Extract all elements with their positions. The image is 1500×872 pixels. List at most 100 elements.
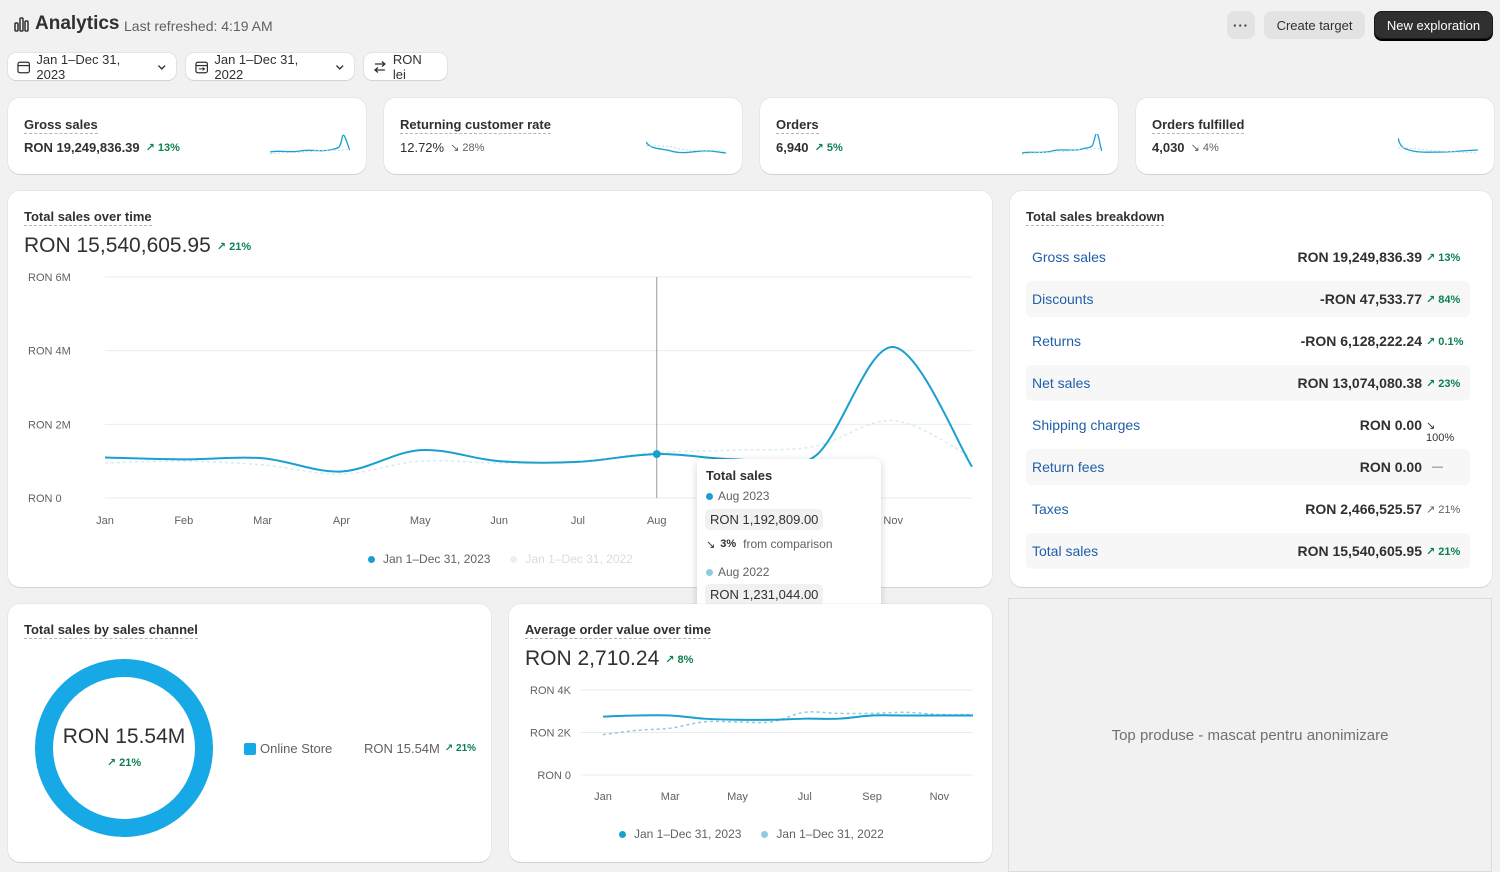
kpi-title: Returning customer rate	[400, 117, 551, 134]
y-tick-label: RON 2K	[530, 728, 572, 740]
legend-dot	[368, 556, 375, 563]
sales-by-channel-card: Total sales by sales channel RON 15.54M …	[8, 604, 491, 862]
breakdown-row[interactable]: Return fees RON 0.00 —	[1026, 449, 1470, 485]
tooltip-comparison-change: 3%	[720, 538, 737, 550]
breakdown-label[interactable]: Discounts	[1032, 291, 1094, 307]
series-line-primary	[104, 345, 973, 473]
change-value: 21%	[119, 757, 142, 769]
kpi-change-down: ↘ 4%	[1190, 142, 1219, 154]
hover-point[interactable]	[652, 450, 661, 459]
y-tick-label: RON 2M	[28, 419, 71, 431]
app-title: Analytics	[14, 13, 119, 35]
breakdown-row[interactable]: Shipping charges RON 0.00 ↘ 100%	[1026, 407, 1470, 444]
donut-center-value: RON 15.54M	[62, 725, 186, 748]
breakdown-label[interactable]: Total sales	[1032, 543, 1099, 559]
breakdown-label[interactable]: Gross sales	[1032, 249, 1106, 265]
chevron-down-icon	[336, 64, 345, 70]
legend-item-compare[interactable]: Jan 1–Dec 31, 2022	[761, 827, 884, 841]
section-title: Average order value over time	[525, 622, 711, 639]
channel-donut-chart[interactable]	[24, 648, 224, 848]
legend-dot	[761, 831, 769, 838]
x-tick-label: Nov	[883, 515, 903, 527]
breakdown-change: —	[1426, 461, 1466, 473]
breakdown-value: -RON 6,128,222.24	[1300, 333, 1422, 349]
breakdown-label[interactable]: Taxes	[1032, 501, 1069, 517]
trend-arrow-icon: ↘	[1426, 420, 1436, 432]
breakdown-label[interactable]: Returns	[1032, 333, 1082, 349]
currency-selector[interactable]: RON lei	[364, 52, 447, 82]
tooltip-comparison: ↘ 3% from comparison	[706, 537, 833, 551]
channel-change: ↗ 21%	[444, 743, 477, 754]
breakdown-row[interactable]: Returns -RON 6,128,222.24 ↗ 0.1%	[1026, 323, 1470, 359]
x-tick-label: Apr	[333, 515, 350, 527]
kpi-value: 6,940	[776, 140, 809, 155]
legend-item-primary[interactable]: Jan 1–Dec 31, 2023	[368, 552, 490, 566]
y-tick-label: RON 4M	[28, 346, 71, 358]
breakdown-label[interactable]: Return fees	[1032, 459, 1105, 475]
channel-value-row: RON 15.54M ↗ 21%	[364, 741, 476, 756]
tooltip-period: Aug 2023	[718, 489, 770, 503]
breakdown-row[interactable]: Net sales RON 13,074,080.38 ↗ 23%	[1026, 365, 1470, 401]
kpi-value-row: 6,940 ↗ 5%	[776, 140, 843, 155]
tooltip-title: Total sales	[706, 468, 773, 483]
date-range-picker[interactable]: Jan 1–Dec 31, 2023	[8, 51, 176, 82]
breakdown-row[interactable]: Taxes RON 2,466,525.57 ↗ 21%	[1026, 491, 1470, 527]
x-tick-label: Jun	[490, 515, 508, 527]
change-value: 21%	[229, 240, 252, 253]
masked-placeholder-text: Top produse - mascat pentru anonimizare	[1111, 726, 1389, 744]
breakdown-value: -RON 47,533.77	[1320, 291, 1422, 307]
tooltip-primary-label: Aug 2023	[706, 489, 769, 503]
average-order-value-card: Average order value over time RON 2,710.…	[509, 604, 992, 862]
channel-swatch	[244, 742, 256, 755]
kpi-title: Orders	[776, 117, 819, 134]
x-tick-label: Mar	[253, 515, 272, 527]
change-value: 100%	[1426, 432, 1455, 444]
trend-arrow-icon: ↗	[1426, 294, 1439, 306]
breakdown-change: ↗ 21%	[1426, 503, 1466, 516]
legend-label: Jan 1–Dec 31, 2022	[525, 552, 633, 566]
x-tick-label: Feb	[174, 515, 193, 527]
breakdown-label[interactable]: Net sales	[1032, 375, 1091, 391]
change-value: 8%	[677, 653, 694, 666]
kpi-change-value: 13%	[157, 142, 180, 154]
new-exploration-button[interactable]: New exploration	[1374, 11, 1493, 39]
create-target-button[interactable]: Create target	[1264, 11, 1365, 39]
breakdown-change: ↗ 84%	[1426, 293, 1466, 306]
date-range-label: Jan 1–Dec 31, 2023	[36, 51, 121, 82]
change-up: ↗ 21%	[216, 240, 252, 253]
masked-top-products-panel: Top produse - mascat pentru anonimizare	[1008, 598, 1492, 872]
more-actions-button[interactable]: ···	[1227, 11, 1255, 39]
tooltip-primary-value: RON 1,192,809.00	[705, 509, 824, 530]
breakdown-row[interactable]: Gross sales RON 19,249,836.39 ↗ 13%	[1026, 239, 1470, 275]
kpi-value: 12.72%	[400, 140, 445, 155]
donut-slice-online-store	[35, 659, 213, 837]
kpi-card-orders-fulfilled[interactable]: Orders fulfilled 4,030 ↘ 4%	[1136, 98, 1494, 174]
channel-name: Online Store	[260, 741, 333, 756]
legend-item-primary[interactable]: Jan 1–Dec 31, 2023	[619, 827, 741, 841]
kpi-card-returning-customer-rate[interactable]: Returning customer rate 12.72% ↘ 28%	[384, 98, 742, 174]
more-icon: ···	[1233, 17, 1249, 33]
legend-label: Jan 1–Dec 31, 2023	[634, 827, 742, 841]
aov-line-chart[interactable]: RON 0 RON 2K RON 4K Jan Mar May Jul Sep Nov	[509, 604, 992, 862]
breakdown-label[interactable]: Shipping charges	[1032, 417, 1141, 433]
kpi-card-orders[interactable]: Orders 6,940 ↗ 5%	[760, 98, 1118, 174]
legend-item-compare[interactable]: Jan 1–Dec 31, 2022	[510, 552, 633, 566]
calendar-compare-icon	[195, 61, 209, 73]
change-value: 23%	[1438, 378, 1461, 390]
change-value: 13%	[1438, 252, 1461, 264]
change-value: 21%	[1438, 504, 1461, 516]
breakdown-change: ↗ 21%	[1426, 545, 1466, 558]
channel-legend-item[interactable]: Online Store	[244, 741, 332, 756]
x-tick-label: Jul	[571, 515, 585, 527]
trend-arrow-icon: ↗	[1426, 336, 1439, 348]
breakdown-row[interactable]: Total sales RON 15,540,605.95 ↗ 21%	[1026, 533, 1470, 569]
tooltip-comparison-text: from comparison	[743, 537, 833, 551]
donut-center-change: ↗ 21%	[106, 757, 142, 769]
comparison-range-picker[interactable]: Jan 1–Dec 31, 2022	[186, 52, 354, 82]
series-line-compare	[602, 711, 974, 736]
change-value: 84%	[1438, 294, 1461, 306]
series-line-primary	[602, 714, 973, 721]
breakdown-row[interactable]: Discounts -RON 47,533.77 ↗ 84%	[1026, 281, 1470, 317]
kpi-card-gross-sales[interactable]: Gross sales RON 19,249,836.39 ↗ 13%	[8, 98, 366, 174]
breakdown-change: ↗ 23%	[1426, 377, 1466, 390]
